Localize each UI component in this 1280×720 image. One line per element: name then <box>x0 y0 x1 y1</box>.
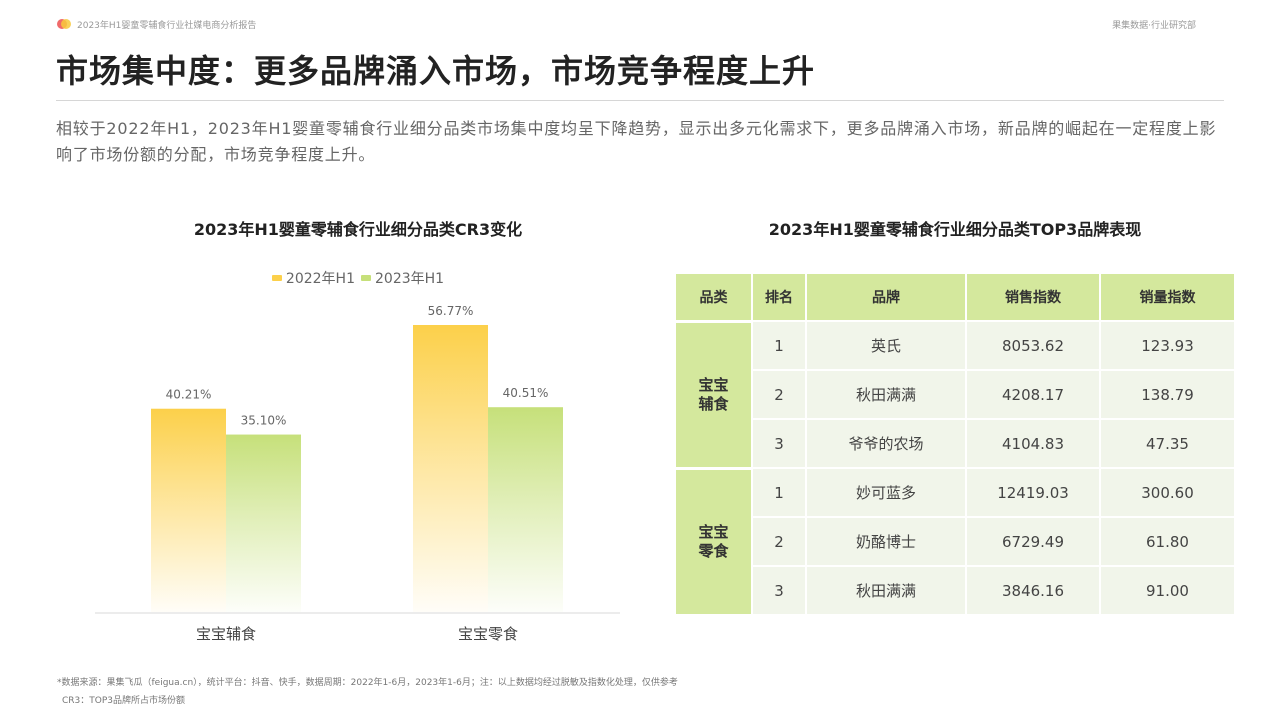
rank-cell: 1 <box>753 320 807 369</box>
sales-index-cell: 3846.16 <box>967 565 1101 614</box>
chart-legend: 2022年H1 2023年H1 <box>100 268 616 288</box>
table-row: 宝宝零食 1 妙可蓝多 12419.03 300.60 <box>676 467 1234 614</box>
table-row: 3 秋田满满 3846.16 91.00 <box>676 565 1234 614</box>
rank-cell: 2 <box>753 369 807 418</box>
category-cell-baby-snack: 宝宝零食 <box>676 467 753 614</box>
x-tick-label: 宝宝零食 <box>458 625 518 643</box>
volume-index-cell: 300.60 <box>1101 467 1234 516</box>
bar-2023 <box>226 434 301 612</box>
bar-2023 <box>488 407 563 612</box>
data-label: 35.10% <box>241 414 287 428</box>
header-category: 品类 <box>676 274 753 320</box>
legend-swatch-2023 <box>361 275 371 281</box>
brand-cell: 英氏 <box>807 320 967 369</box>
rank-cell: 3 <box>753 418 807 467</box>
volume-index-cell: 123.93 <box>1101 320 1234 369</box>
header-rank: 排名 <box>753 274 807 320</box>
legend-item-2022: 2022年H1 <box>271 268 355 288</box>
volume-index-cell: 138.79 <box>1101 369 1234 418</box>
header-volume-index: 销量指数 <box>1101 274 1234 320</box>
cr3-footnote: CR3：TOP3品牌所占市场份额 <box>62 696 185 706</box>
cr3-bar-chart: 40.21% 35.10% 宝宝辅食 56.77% 40.51% 宝宝零食 <box>95 304 620 643</box>
x-tick-label: 宝宝辅食 <box>196 625 256 643</box>
table-row: 3 爷爷的农场 4104.83 47.35 <box>676 418 1234 467</box>
header-brand: 品牌 <box>807 274 967 320</box>
brand-cell: 妙可蓝多 <box>807 467 967 516</box>
report-logo-icon <box>57 19 71 29</box>
title-divider <box>56 100 1224 101</box>
brand-cell: 爷爷的农场 <box>807 418 967 467</box>
volume-index-cell: 47.35 <box>1101 418 1234 467</box>
table-row: 宝宝辅食 1 英氏 8053.62 123.93 <box>676 320 1234 467</box>
bar-2022 <box>151 408 226 612</box>
table-header-row: 品类 排名 品牌 销售指数 销量指数 <box>676 274 1234 320</box>
data-label: 40.51% <box>503 386 549 400</box>
brand-label: 果集数据·行业研究部 <box>1112 21 1196 31</box>
category-label: 宝宝零食 <box>698 523 729 560</box>
legend-item-2023: 2023年H1 <box>361 268 444 288</box>
intro-paragraph: 相较于2022年H1，2023年H1婴童零辅食行业细分品类市场集中度均呈下降趋势… <box>56 119 1217 164</box>
brand-cell: 秋田满满 <box>807 565 967 614</box>
legend-label-2022: 2022年H1 <box>285 271 355 287</box>
chart-title: 2023年H1婴童零辅食行业细分品类CR3变化 <box>193 220 523 239</box>
sales-index-cell: 4104.83 <box>967 418 1101 467</box>
sales-index-cell: 12419.03 <box>967 467 1101 516</box>
source-footnote: *数据来源：果集飞瓜（feigua.cn），统计平台：抖音、快手，数据周期：20… <box>57 678 678 688</box>
data-label: 56.77% <box>428 304 474 318</box>
page-title: 市场集中度：更多品牌涌入市场，市场竞争程度上升 <box>56 52 816 90</box>
report-name: 2023年H1婴童零辅食行业社媒电商分析报告 <box>77 21 257 31</box>
legend-swatch-2022 <box>271 275 282 281</box>
brand-cell: 奶酪博士 <box>807 516 967 565</box>
brand-cell: 秋田满满 <box>807 369 967 418</box>
header-sales-index: 销售指数 <box>967 274 1101 320</box>
volume-index-cell: 91.00 <box>1101 565 1234 614</box>
sales-index-cell: 4208.17 <box>967 369 1101 418</box>
rank-cell: 2 <box>753 516 807 565</box>
top3-brand-table: 品类 排名 品牌 销售指数 销量指数 宝宝辅食 1 英氏 8053.62 123… <box>676 274 1234 614</box>
volume-index-cell: 61.80 <box>1101 516 1234 565</box>
rank-cell: 1 <box>753 467 807 516</box>
rank-cell: 3 <box>753 565 807 614</box>
table-row: 2 秋田满满 4208.17 138.79 <box>676 369 1234 418</box>
legend-label-2023: 2023年H1 <box>375 271 445 287</box>
sales-index-cell: 8053.62 <box>967 320 1101 369</box>
table-title: 2023年H1婴童零辅食行业细分品类TOP3品牌表现 <box>768 220 1142 239</box>
bar-2022 <box>413 325 488 612</box>
sales-index-cell: 6729.49 <box>967 516 1101 565</box>
category-cell-baby-food: 宝宝辅食 <box>676 320 753 467</box>
table-row: 2 奶酪博士 6729.49 61.80 <box>676 516 1234 565</box>
category-label: 宝宝辅食 <box>698 376 729 413</box>
data-label: 40.21% <box>166 388 212 402</box>
